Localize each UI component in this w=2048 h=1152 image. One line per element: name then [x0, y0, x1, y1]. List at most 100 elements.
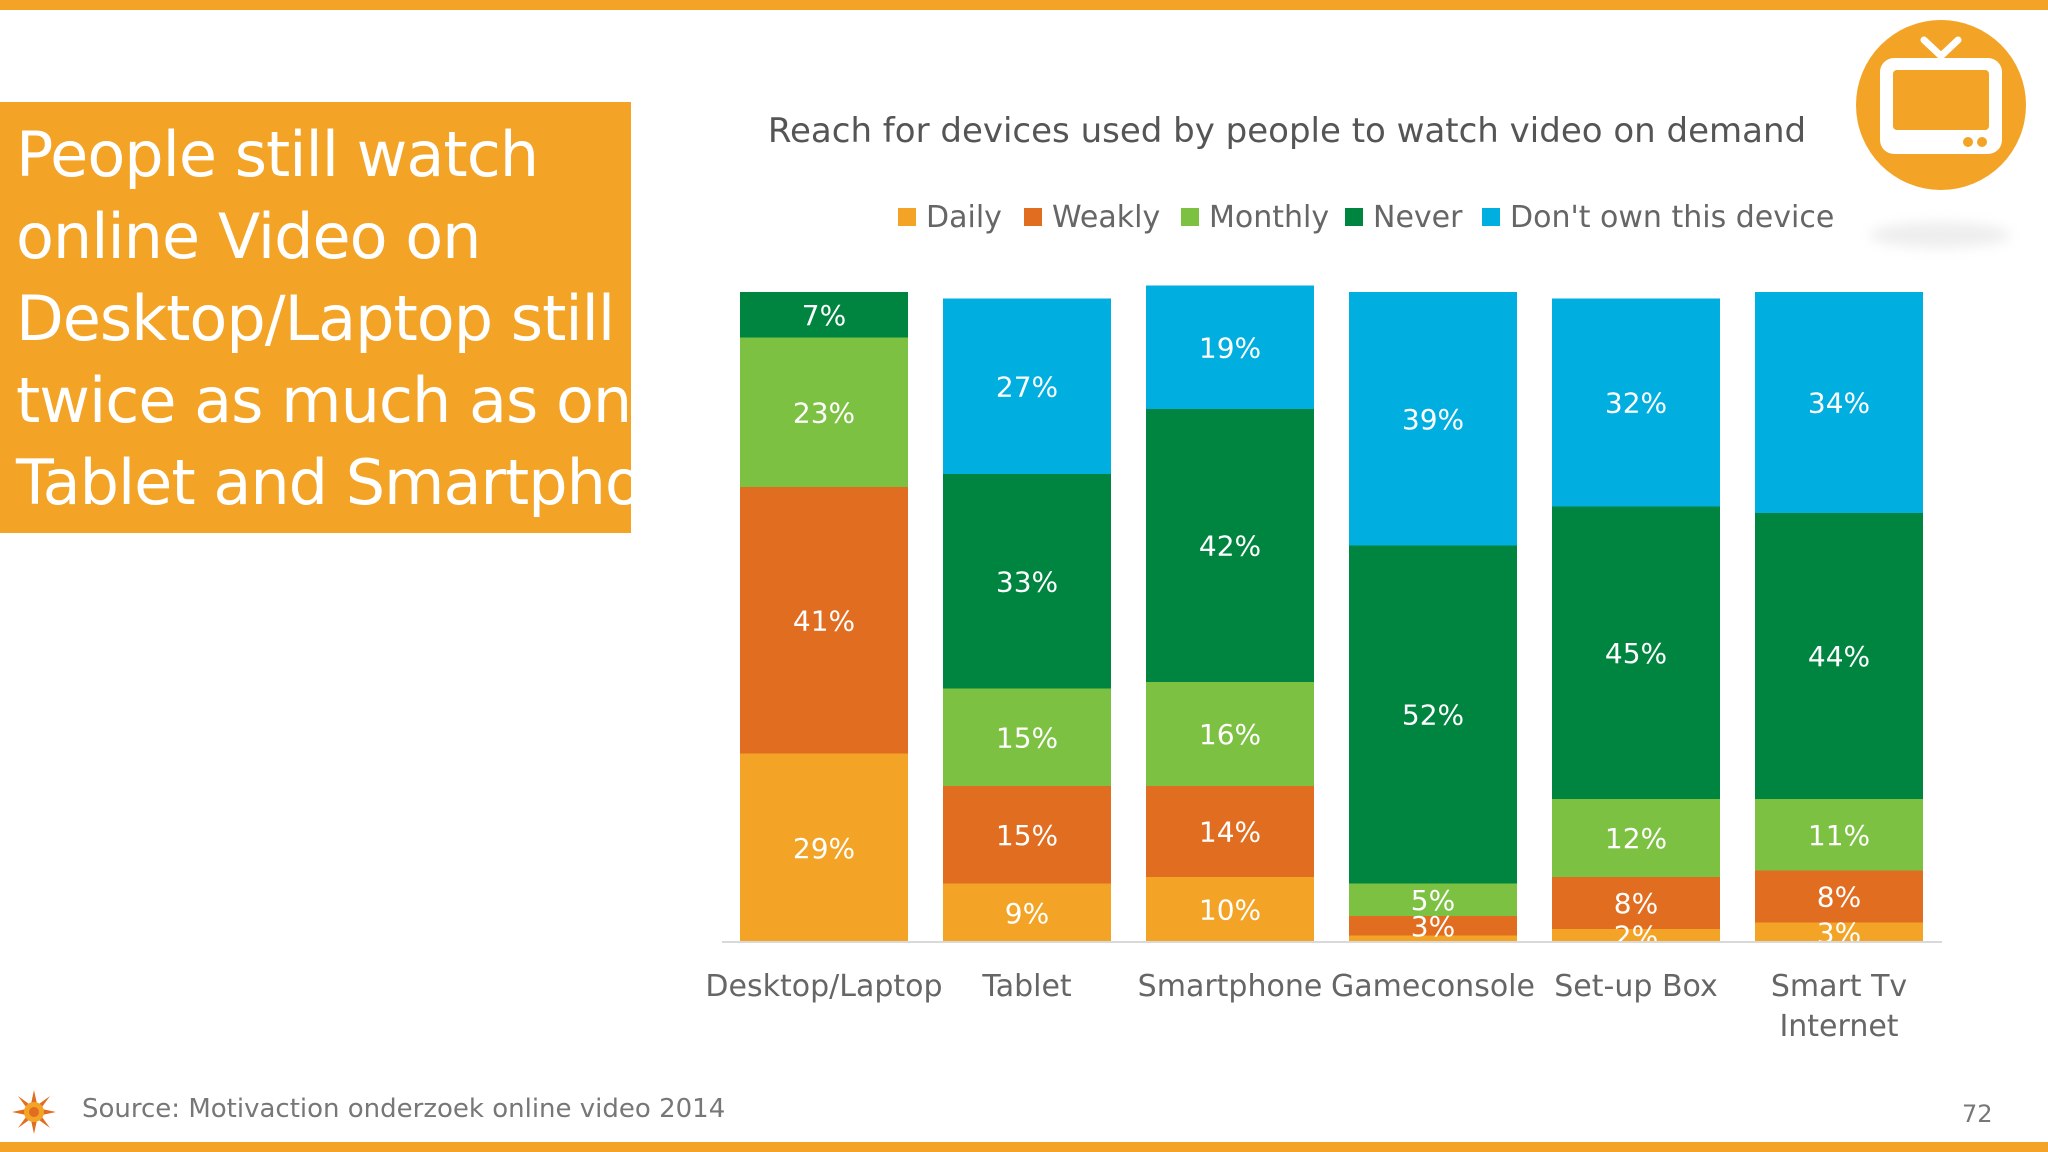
category-label: Tablet [981, 969, 1072, 1004]
data-label: 3% [1817, 916, 1861, 949]
data-label: 11% [1808, 819, 1870, 852]
category-label-line: Set-up Box [1554, 969, 1717, 1004]
data-label: 15% [996, 721, 1058, 754]
category-label-line: Tablet [981, 969, 1072, 1004]
category-label: Smartphone [1138, 969, 1323, 1004]
legend-label: Never [1373, 200, 1463, 235]
data-label: 34% [1808, 387, 1870, 420]
data-label: 10% [1199, 894, 1261, 927]
data-label: 8% [1817, 881, 1861, 914]
legend-swatch [1181, 208, 1199, 226]
source-note: Source: Motivaction onderzoek online vid… [82, 1094, 726, 1124]
bar-segment [1349, 545, 1517, 884]
bar-segment [1146, 786, 1314, 877]
data-label: 45% [1605, 637, 1667, 670]
bar-segment [1146, 682, 1314, 786]
bar-segment [1755, 870, 1923, 923]
bar-segment [740, 337, 908, 487]
data-label: 2% [1614, 920, 1658, 953]
headline-line: twice as much as on [16, 364, 632, 437]
bar-segment [1349, 292, 1517, 546]
bar-segment [1755, 513, 1923, 799]
bar-segment [1552, 298, 1720, 507]
data-label: 32% [1605, 387, 1667, 420]
category-label-line: Gameconsole [1331, 969, 1535, 1004]
bar-segment [943, 883, 1111, 942]
page-number: 72 [1962, 1100, 1993, 1128]
legend-swatch [898, 208, 916, 226]
data-label: 42% [1199, 530, 1261, 563]
tv-icon [1880, 36, 2002, 154]
category-label: Gameconsole [1331, 969, 1535, 1004]
chart-category-labels: Desktop/Laptop Tablet Smartphone Gameconsol… [705, 969, 1907, 1044]
category-label: Set-up Box [1554, 969, 1717, 1004]
chart-value-labels: 29% 41% 23% 7% 9% 15% 15% 33% 27% 10% 14% 16% 42% 19%… [793, 299, 1870, 953]
data-label: 14% [1199, 816, 1261, 849]
category-label-line: Smart Tv [1771, 969, 1907, 1004]
category-label-line: Smartphone [1138, 969, 1323, 1004]
bar-segment [1146, 409, 1314, 682]
legend-label: Monthly [1209, 200, 1329, 235]
data-label: 15% [996, 819, 1058, 852]
chart-title: Reach for devices used by people to watc… [768, 111, 1806, 151]
data-label: 12% [1605, 822, 1667, 855]
top-accent-band [0, 0, 2048, 10]
data-label: 8% [1614, 887, 1658, 920]
data-label: 52% [1402, 699, 1464, 732]
data-label: 9% [1005, 897, 1049, 930]
bar-segment [1755, 922, 1923, 942]
bar-segment [740, 753, 908, 942]
bar-segment [1552, 929, 1720, 942]
bar-segment [1552, 799, 1720, 877]
data-label: 44% [1808, 640, 1870, 673]
chart-legend: Daily Weakly Monthly Never Don't own this de… [898, 200, 1834, 235]
headline-line: Desktop/Laptop still [16, 282, 615, 355]
chart-bars [740, 285, 1923, 942]
headline-line: Tablet and Smartphone [16, 446, 718, 519]
category-label: Smart Tv Internet [1771, 969, 1907, 1044]
bar-segment [740, 292, 908, 338]
category-label-line: Desktop/Laptop [705, 969, 942, 1004]
data-label: 3% [1411, 910, 1455, 943]
bar-segment [1349, 935, 1517, 942]
data-label: 7% [802, 299, 846, 332]
headline-line: online Video on [16, 200, 481, 273]
bar-segment [1755, 799, 1923, 871]
bottom-accent-band [0, 1142, 2048, 1152]
bar-segment [943, 786, 1111, 884]
data-label: 19% [1199, 331, 1261, 364]
headline-line: People still watch [16, 118, 539, 191]
data-label: 23% [793, 396, 855, 429]
category-label-line: Internet [1779, 1009, 1898, 1044]
data-label: 39% [1402, 403, 1464, 436]
bar-segment [1349, 916, 1517, 936]
bar-segment [1755, 292, 1923, 513]
data-label: 33% [996, 565, 1058, 598]
bar-segment [1552, 506, 1720, 799]
category-label: Desktop/Laptop [705, 969, 942, 1004]
bar-segment [740, 487, 908, 754]
bar-segment [943, 474, 1111, 689]
bar-segment [1552, 877, 1720, 929]
legend-swatch [1345, 208, 1363, 226]
headline-box: People still watch online Video on Deskt… [0, 102, 718, 533]
data-label: 41% [793, 604, 855, 637]
data-label: 16% [1199, 718, 1261, 751]
sun-logo-icon [12, 1090, 56, 1134]
legend-label: Weakly [1052, 200, 1160, 235]
legend-label: Daily [926, 200, 1002, 235]
data-label: 27% [996, 370, 1058, 403]
data-label: 5% [1411, 884, 1455, 917]
tv-badge [1856, 20, 2026, 190]
decorative-shadow [1870, 222, 2010, 248]
legend-swatch [1482, 208, 1500, 226]
legend-label: Don't own this device [1510, 200, 1834, 235]
bar-segment [1146, 285, 1314, 409]
bar-segment [1349, 883, 1517, 916]
bar-segment [943, 298, 1111, 474]
data-label: 29% [793, 832, 855, 865]
bar-segment [1146, 877, 1314, 942]
legend-swatch [1024, 208, 1042, 226]
bar-segment [943, 688, 1111, 786]
